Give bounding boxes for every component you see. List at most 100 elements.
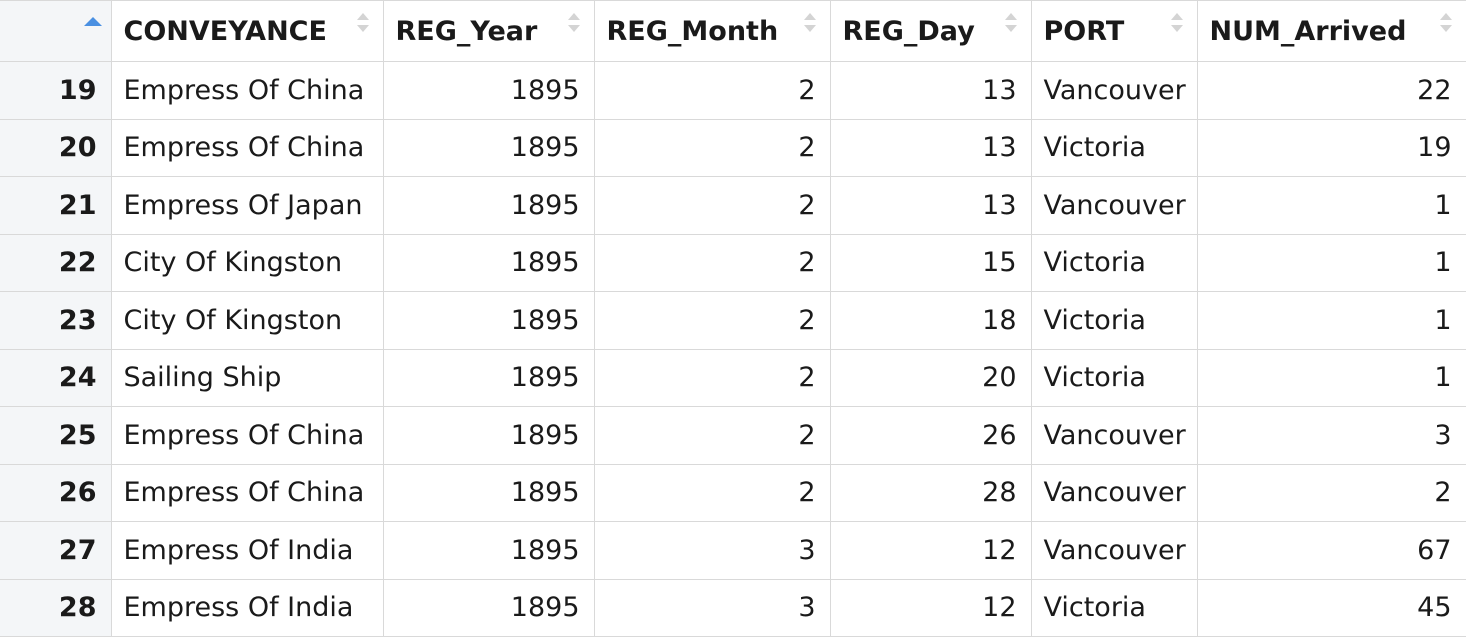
cell-reg-year: 1895 (383, 464, 595, 522)
row-index: 26 (0, 464, 112, 522)
row-index: 20 (0, 119, 112, 177)
cell-reg-year: 1895 (383, 176, 595, 235)
sort-icon (1004, 13, 1017, 35)
cell-reg-day: 13 (830, 61, 1032, 120)
cell-reg-day: 18 (830, 291, 1032, 350)
sort-ascending-icon (84, 17, 102, 26)
cell-conveyance: Empress Of Japan (111, 176, 384, 235)
row-index: 21 (0, 176, 112, 235)
cell-reg-day: 26 (830, 406, 1032, 465)
cell-port: Vancouver (1031, 61, 1198, 120)
column-header-label: REG_Day (842, 15, 975, 47)
row-index: 28 (0, 579, 112, 637)
cell-port: Vancouver (1031, 176, 1198, 235)
cell-port: Victoria (1031, 349, 1198, 407)
table-row[interactable]: 25 Empress Of China 1895 2 26 Vancouver 3 (0, 406, 1466, 465)
row-index: 19 (0, 61, 112, 120)
cell-conveyance: City Of Kingston (111, 234, 384, 292)
cell-reg-year: 1895 (383, 291, 595, 350)
cell-conveyance: Empress Of China (111, 119, 384, 177)
cell-reg-day: 20 (830, 349, 1032, 407)
cell-reg-month: 3 (594, 521, 831, 580)
cell-num-arrived: 3 (1197, 406, 1466, 465)
cell-num-arrived: 1 (1197, 349, 1466, 407)
cell-reg-month: 2 (594, 61, 831, 120)
cell-port: Vancouver (1031, 521, 1198, 580)
cell-port: Vancouver (1031, 464, 1198, 522)
column-header-label: NUM_Arrived (1209, 15, 1407, 47)
cell-reg-month: 2 (594, 234, 831, 292)
column-header-port[interactable]: PORT (1031, 0, 1198, 62)
cell-num-arrived: 2 (1197, 464, 1466, 522)
column-header-num-arrived[interactable]: NUM_Arrived (1197, 0, 1466, 62)
cell-reg-year: 1895 (383, 579, 595, 637)
column-header-reg-month[interactable]: REG_Month (594, 0, 831, 62)
cell-reg-year: 1895 (383, 119, 595, 177)
cell-num-arrived: 45 (1197, 579, 1466, 637)
cell-reg-day: 28 (830, 464, 1032, 522)
row-index-header[interactable] (0, 0, 112, 62)
table-row[interactable]: 27 Empress Of India 1895 3 12 Vancouver 67 (0, 521, 1466, 580)
cell-reg-year: 1895 (383, 234, 595, 292)
row-index: 23 (0, 291, 112, 350)
cell-reg-day: 13 (830, 119, 1032, 177)
table-row[interactable]: 21 Empress Of Japan 1895 2 13 Vancouver 1 (0, 176, 1466, 235)
cell-conveyance: Empress Of India (111, 521, 384, 580)
column-header-reg-day[interactable]: REG_Day (830, 0, 1032, 62)
cell-reg-month: 2 (594, 119, 831, 177)
cell-reg-day: 12 (830, 579, 1032, 637)
cell-num-arrived: 1 (1197, 176, 1466, 235)
cell-conveyance: Empress Of China (111, 406, 384, 465)
cell-port: Victoria (1031, 119, 1198, 177)
column-header-label: REG_Month (606, 15, 779, 47)
cell-reg-year: 1895 (383, 349, 595, 407)
sort-icon (1439, 13, 1452, 35)
table-row[interactable]: 23 City Of Kingston 1895 2 18 Victoria 1 (0, 291, 1466, 350)
cell-reg-day: 15 (830, 234, 1032, 292)
cell-conveyance: City Of Kingston (111, 291, 384, 350)
row-index: 27 (0, 521, 112, 580)
column-header-reg-year[interactable]: REG_Year (383, 0, 595, 62)
sort-icon (356, 13, 369, 35)
cell-reg-year: 1895 (383, 521, 595, 580)
table-row[interactable]: 22 City Of Kingston 1895 2 15 Victoria 1 (0, 234, 1466, 292)
sort-icon (803, 13, 816, 35)
column-header-conveyance[interactable]: CONVEYANCE (111, 0, 384, 62)
cell-num-arrived: 22 (1197, 61, 1466, 120)
cell-conveyance: Empress Of China (111, 464, 384, 522)
cell-num-arrived: 1 (1197, 291, 1466, 350)
table-row[interactable]: 24 Sailing Ship 1895 2 20 Victoria 1 (0, 349, 1466, 407)
column-header-label: REG_Year (395, 15, 538, 47)
cell-port: Victoria (1031, 291, 1198, 350)
cell-port: Vancouver (1031, 406, 1198, 465)
cell-port: Victoria (1031, 234, 1198, 292)
cell-reg-year: 1895 (383, 406, 595, 465)
cell-reg-month: 2 (594, 406, 831, 465)
cell-reg-month: 2 (594, 176, 831, 235)
cell-reg-day: 12 (830, 521, 1032, 580)
table-row[interactable]: 28 Empress Of India 1895 3 12 Victoria 45 (0, 579, 1466, 637)
row-index: 22 (0, 234, 112, 292)
cell-reg-year: 1895 (383, 61, 595, 120)
sort-icon (567, 13, 580, 35)
table-row[interactable]: 20 Empress Of China 1895 2 13 Victoria 19 (0, 119, 1466, 177)
header-row: CONVEYANCE REG_Year REG_Month REG_Day PO… (0, 0, 1466, 62)
table-row[interactable]: 19 Empress Of China 1895 2 13 Vancouver 22 (0, 61, 1466, 120)
cell-conveyance: Empress Of India (111, 579, 384, 637)
cell-reg-month: 3 (594, 579, 831, 637)
table-body: 19 Empress Of China 1895 2 13 Vancouver 22 20 Em… (0, 61, 1466, 637)
cell-num-arrived: 1 (1197, 234, 1466, 292)
cell-conveyance: Empress Of China (111, 61, 384, 120)
sort-icon (1170, 13, 1183, 35)
cell-reg-day: 13 (830, 176, 1032, 235)
cell-reg-month: 2 (594, 464, 831, 522)
table-row[interactable]: 26 Empress Of China 1895 2 28 Vancouver 2 (0, 464, 1466, 522)
cell-num-arrived: 19 (1197, 119, 1466, 177)
cell-conveyance: Sailing Ship (111, 349, 384, 407)
cell-port: Victoria (1031, 579, 1198, 637)
column-header-label: PORT (1043, 15, 1125, 47)
cell-reg-month: 2 (594, 291, 831, 350)
cell-num-arrived: 67 (1197, 521, 1466, 580)
